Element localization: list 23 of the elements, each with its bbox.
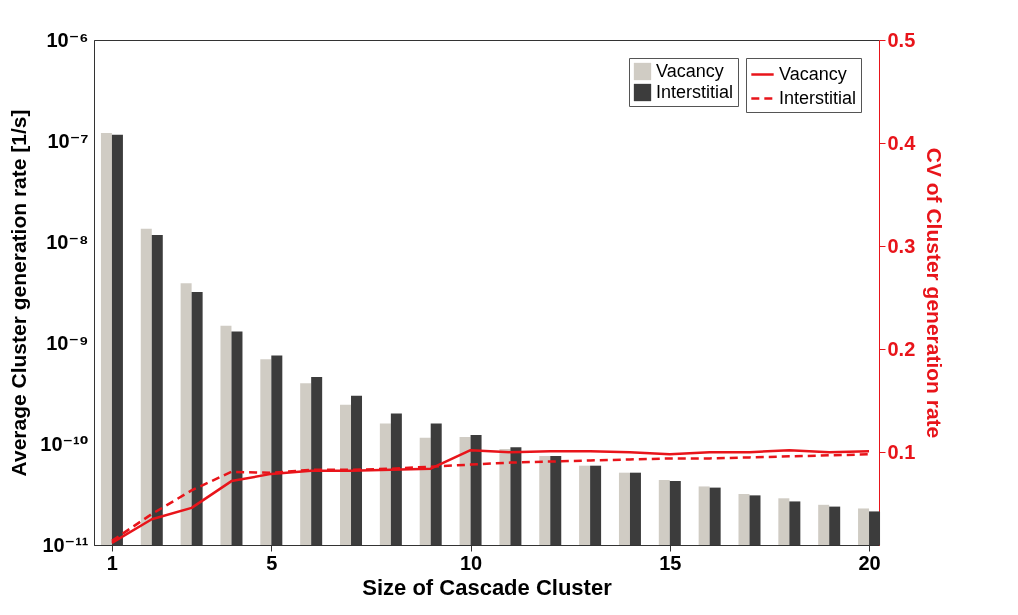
- y2-tick-label: 0.5: [887, 28, 916, 51]
- legend-label: Interstitial: [779, 87, 857, 108]
- y-axis-title: Average Cluster generation rate [1/s]: [7, 109, 31, 477]
- x-tick-label: 10: [459, 551, 483, 574]
- y-tick-label: 10⁻⁹: [46, 331, 89, 354]
- y2-tick-label: 0.2: [887, 337, 916, 360]
- y-tick-label: 10⁻⁸: [46, 230, 89, 253]
- legend-label: Vacancy: [779, 63, 847, 84]
- y2-tick-label: 0.3: [887, 234, 916, 257]
- x-tick-label: 15: [659, 551, 682, 574]
- y2-tick-label: 0.1: [887, 440, 916, 463]
- y-tick-label: 10⁻⁷: [47, 129, 89, 152]
- x-axis-title: Size of Cascade Cluster: [362, 574, 613, 600]
- x-tick-label: 5: [266, 551, 278, 574]
- y2-tick-label: 0.4: [887, 131, 917, 154]
- y-tick-label: 10⁻⁶: [46, 28, 89, 51]
- legend-label: Interstitial: [656, 81, 734, 102]
- y-tick-label: 10⁻¹⁰: [40, 432, 89, 455]
- x-tick-label: 20: [858, 551, 881, 574]
- x-tick-label: 1: [106, 551, 118, 574]
- y2-axis-title: CV of Cluster generation rate: [923, 147, 947, 439]
- y-tick-label: 10⁻¹¹: [42, 533, 89, 556]
- legend-label: Vacancy: [656, 60, 724, 81]
